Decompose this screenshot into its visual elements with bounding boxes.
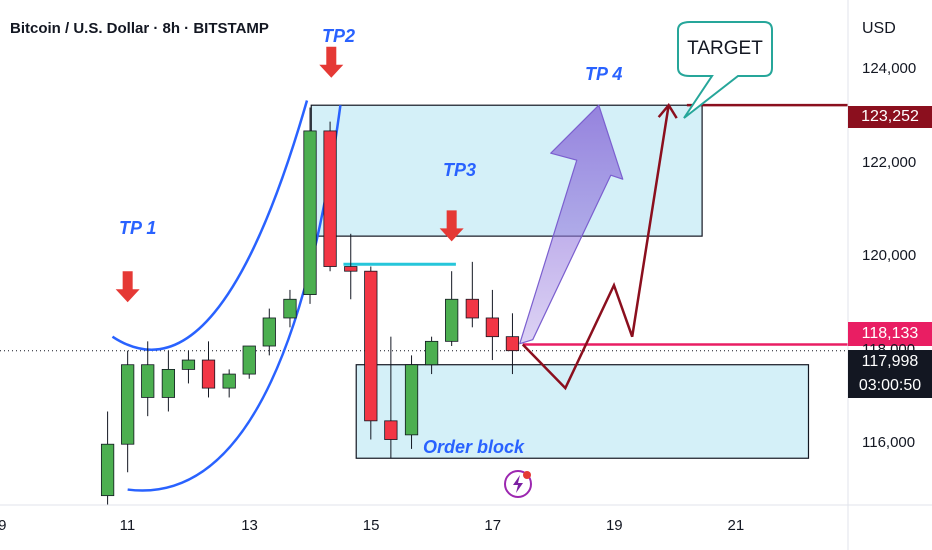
red-arrow-down-tp1[interactable] xyxy=(115,271,140,303)
tp4-arrow[interactable] xyxy=(519,104,624,345)
candle-body-10[interactable] xyxy=(303,130,317,295)
candle-body-18[interactable] xyxy=(465,298,479,319)
red-arrow-down-tp3[interactable] xyxy=(439,210,464,242)
candle-body-1[interactable] xyxy=(121,364,135,445)
annotation-order-block: Order block xyxy=(423,437,525,457)
y-tick-label: 118,000 xyxy=(862,340,916,358)
notification-dot-icon xyxy=(523,471,531,479)
candle-body-12[interactable] xyxy=(344,266,358,272)
x-tick-label: 9 xyxy=(0,517,7,534)
price-tag-marked: 118,133 xyxy=(848,322,932,346)
annotation-tp2: TP2 xyxy=(322,26,356,46)
candle-body-14[interactable] xyxy=(384,420,398,440)
candle-body-11[interactable] xyxy=(323,130,337,267)
annotation-tp4: TP 4 xyxy=(585,64,623,84)
channel-upper-curve[interactable] xyxy=(111,100,309,351)
candle-body-15[interactable] xyxy=(404,364,419,436)
candle-body-7[interactable] xyxy=(242,345,256,375)
price-tag-last: 117,998 xyxy=(848,350,932,374)
countdown-label: 03:00:50 xyxy=(848,374,932,398)
y-tick-label: 120,000 xyxy=(862,247,917,265)
candle-body-3[interactable] xyxy=(161,368,176,398)
x-tick-label: 19 xyxy=(605,517,623,534)
projected-path-arrowhead xyxy=(657,102,678,119)
candle-body-20[interactable] xyxy=(505,336,520,352)
y-tick-label: 122,000 xyxy=(862,153,917,171)
channel-lower-curve[interactable] xyxy=(127,105,342,492)
lightning-bolt-icon xyxy=(513,475,523,493)
target-callout: TARGET xyxy=(687,38,763,59)
chart-title: Bitcoin / U.S. Dollar · 8h · BITSTAMP xyxy=(10,20,269,37)
target-callout-bubble[interactable] xyxy=(677,21,773,119)
candle-body-9[interactable] xyxy=(283,298,297,319)
x-tick-label: 13 xyxy=(241,517,258,534)
x-tick-label: 15 xyxy=(362,517,380,534)
x-tick-label: 21 xyxy=(727,517,745,534)
candle-body-8[interactable] xyxy=(262,317,276,347)
currency-label[interactable]: USD xyxy=(862,20,896,37)
x-tick-label: 17 xyxy=(484,517,502,534)
candle-body-4[interactable] xyxy=(181,359,196,370)
red-arrow-down-tp2[interactable] xyxy=(319,46,344,78)
projected-path-line[interactable] xyxy=(521,104,670,391)
zone-order-block[interactable] xyxy=(355,364,810,459)
y-tick-label: 116,000 xyxy=(862,434,916,452)
candle-body-0[interactable] xyxy=(100,443,115,497)
price-tag-target: 123,252 xyxy=(848,106,932,128)
annotation-tp3: TP3 xyxy=(443,160,477,180)
annotation-tp1: TP 1 xyxy=(119,218,157,238)
candle-body-2[interactable] xyxy=(141,364,155,398)
x-tick-label: 11 xyxy=(119,517,136,534)
candle-body-16[interactable] xyxy=(424,340,439,366)
zone-tp3[interactable] xyxy=(310,104,703,237)
candle-body-13[interactable] xyxy=(364,270,378,422)
candle-body-17[interactable] xyxy=(445,298,459,342)
candle-body-6[interactable] xyxy=(222,373,236,389)
y-tick-label: 124,000 xyxy=(862,60,917,78)
candle-body-5[interactable] xyxy=(201,359,216,389)
candle-body-19[interactable] xyxy=(485,317,500,338)
